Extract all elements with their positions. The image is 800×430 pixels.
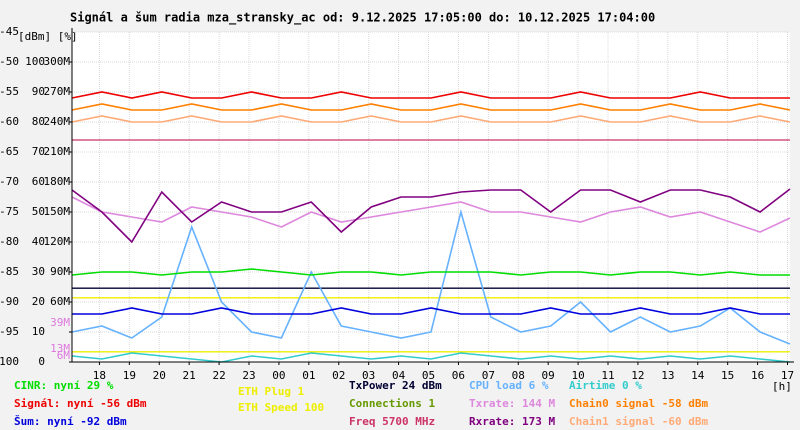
legend-entry: Freq 5700 MHz <box>349 415 435 428</box>
y3-tick-label: 120M <box>44 235 71 248</box>
legend-entry: TxPower 24 dBm <box>349 379 442 392</box>
x-tick-label: 23 <box>242 369 255 382</box>
x-tick-label: 18 <box>93 369 106 382</box>
y-tick-label: -65 <box>0 145 19 158</box>
series-line <box>71 196 791 233</box>
x-tick-label: 05 <box>422 369 435 382</box>
y-tick-label: -55 <box>0 85 19 98</box>
y3-tick-label: 240M <box>44 115 71 128</box>
x-tick-label: 02 <box>332 369 345 382</box>
series-line <box>71 268 790 276</box>
x-tick-label: 12 <box>631 369 644 382</box>
y3-tick-label: 300M <box>44 55 71 68</box>
x-tick-label: 15 <box>721 369 734 382</box>
legend-entry: Šum: nyní -92 dBm <box>14 415 127 428</box>
legend-entry: CPU load 6 % <box>469 379 549 392</box>
y3-tick-label: 210M <box>44 145 71 158</box>
y3-tick-label: 90M <box>50 265 70 278</box>
y3-tick-label: 150M <box>44 205 71 218</box>
x-tick-label: 04 <box>392 369 406 382</box>
y-tick-label: -80 <box>0 235 19 248</box>
y2-tick-label: 70 <box>32 145 45 158</box>
x-tick-label: 06 <box>452 369 465 382</box>
chart-title: Signál a šum radia mza_stransky_ac od: 9… <box>70 11 655 26</box>
y-tick-label: -85 <box>0 265 19 278</box>
legend-entry: ETH Speed 100 <box>238 401 324 414</box>
y2-tick-label: 20 <box>32 295 45 308</box>
x-tick-label: 13 <box>661 369 674 382</box>
x-tick-label: 01 <box>302 369 315 382</box>
x-tick-label: 14 <box>691 369 705 382</box>
y-tick-label: -75 <box>0 205 19 218</box>
y2-tick-label: 90 <box>32 85 45 98</box>
y2-tick-label: 60 <box>32 175 45 188</box>
y3-tick-label: 180M <box>44 175 71 188</box>
series-line <box>71 352 791 363</box>
series-line <box>72 307 790 315</box>
y-axis-label: [dBm] [%] <box>18 30 78 43</box>
y2-tick-label: 80 <box>32 115 45 128</box>
series-line <box>71 208 791 345</box>
rate-marker: 39M <box>50 316 70 329</box>
series-line <box>71 188 791 244</box>
y-tick-label: -70 <box>0 175 19 188</box>
x-tick-label: 17 <box>781 369 794 382</box>
y-tick-label: -100 <box>0 355 19 368</box>
x-tick-label: 16 <box>751 369 764 382</box>
x-tick-label: 20 <box>153 369 166 382</box>
x-tick-label: 11 <box>601 369 614 382</box>
x-tick-label: 07 <box>482 369 495 382</box>
y-tick-label: -45 <box>0 25 19 38</box>
y2-tick-label: 40 <box>32 235 45 248</box>
series-line <box>71 91 790 99</box>
legend-entry: Txrate: 144 M <box>469 397 555 410</box>
y2-tick-label: 100 <box>25 55 45 68</box>
x-tick-label: 09 <box>542 369 555 382</box>
x-tick-label: 21 <box>183 369 196 382</box>
series-line <box>71 103 791 111</box>
legend-entry: Connections 1 <box>349 397 435 410</box>
legend-entry: ETH Plug 1 <box>238 385 305 398</box>
y3-tick-label: 270M <box>44 85 71 98</box>
y2-tick-label: 10 <box>32 325 45 338</box>
y-tick-label: -60 <box>0 115 19 128</box>
x-tick-label: 19 <box>123 369 136 382</box>
y2-tick-label: 50 <box>32 205 45 218</box>
rate-marker: 13M <box>50 342 70 355</box>
y2-tick-label: 30 <box>32 265 45 278</box>
x-tick-label: 03 <box>362 369 375 382</box>
series-line <box>71 115 791 123</box>
legend-entry: Chain0 signal -58 dBm <box>569 397 708 410</box>
y2-tick-label: 0 <box>38 355 45 368</box>
legend-entry: Chain1 signal -60 dBm <box>569 415 708 428</box>
y-tick-label: -90 <box>0 295 19 308</box>
x-tick-label: 10 <box>571 369 584 382</box>
x-axis-label: [h] <box>772 380 792 393</box>
legend-entry: CINR: nyní 29 % <box>14 379 114 392</box>
legend-entry: Airtime 0 % <box>569 379 642 392</box>
y-tick-label: -50 <box>0 55 19 68</box>
x-tick-label: 08 <box>512 369 525 382</box>
y3-tick-label: 60M <box>50 295 70 308</box>
rate-marker: 6M <box>57 349 71 362</box>
x-tick-label: 22 <box>212 369 225 382</box>
y-tick-label: -95 <box>0 325 19 338</box>
legend-entry: Signál: nyní -56 dBm <box>14 397 147 410</box>
x-tick-label: 00 <box>272 369 285 382</box>
legend-entry: Rxrate: 173 M <box>469 415 555 428</box>
